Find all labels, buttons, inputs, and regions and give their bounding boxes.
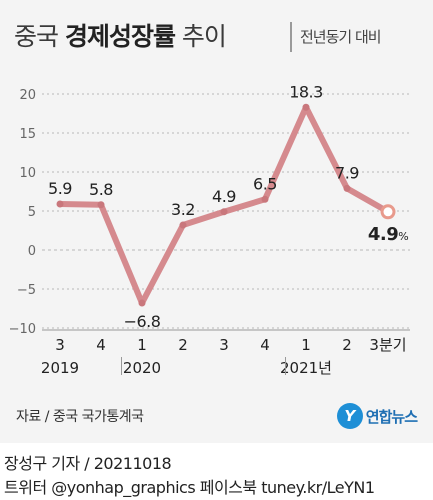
y-tick-label: −5 [17, 283, 36, 298]
value-label: 5.9 [48, 179, 72, 198]
y-tick-label: 15 [19, 127, 36, 142]
x-tick-label: 3 [219, 336, 229, 354]
value-label: −6.8 [124, 312, 161, 331]
data-point [56, 200, 64, 208]
y-tick-label: 20 [19, 88, 36, 103]
data-point [261, 195, 269, 203]
x-tick-label: 1 [137, 336, 147, 354]
yonhap-logo: Y 연합뉴스 [336, 402, 418, 430]
title-emphasis: 경제성장률 [64, 22, 176, 51]
data-point [138, 299, 146, 307]
chart-card: 중국 경제성장률 추이 전년동기 대비 20 15 10 5 0 −5 −10 3 4 1 2 3 4 1… [0, 0, 433, 443]
x-tick-label: 4 [260, 336, 270, 354]
title-divider [290, 22, 292, 52]
value-label: 3.2 [171, 200, 195, 219]
y-tick-label: −10 [9, 322, 36, 337]
yonhap-logo-icon: Y [336, 403, 363, 429]
value-unit: % [398, 230, 408, 243]
axis-layer: 20 15 10 5 0 −5 −10 3 4 1 2 3 4 1 2 3분기 2019 2020 2021년 [9, 88, 410, 377]
y-tick-label: 10 [19, 166, 36, 181]
x-tick-label: 3분기 [369, 336, 406, 354]
x-tick-label: 2 [342, 336, 352, 354]
y-tick-label: 5 [28, 205, 36, 220]
title-suffix: 추이 [174, 22, 227, 51]
yonhap-logo-text: 연합뉴스 [365, 407, 418, 426]
chart-title: 중국 경제성장률 추이 [14, 22, 284, 52]
data-point [179, 221, 187, 229]
year-label: 2019 [41, 359, 79, 377]
point-layer [56, 103, 396, 307]
x-tick-label: 1 [301, 336, 311, 354]
value-label: 4.9 [212, 187, 236, 206]
data-point [220, 208, 228, 216]
title-prefix: 중국 [14, 22, 65, 51]
line-chart: 20 15 10 5 0 −5 −10 3 4 1 2 3 4 1 2 3분기 2019 2020 2021년 5.… [9, 82, 410, 377]
highlight-point [380, 204, 396, 220]
x-tick-label: 3 [55, 336, 65, 354]
data-point [302, 103, 310, 111]
y-tick-label: 0 [28, 244, 36, 259]
value-label: 7.9 [335, 163, 359, 182]
x-tick-label: 4 [96, 336, 106, 354]
value-label: 6.5 [253, 174, 277, 193]
credit-reporter: 장성구 기자 / 20211018 [4, 454, 172, 473]
x-tick-label: 2 [178, 336, 188, 354]
source-note: 자료 / 중국 국가통계국 [16, 409, 144, 425]
year-label: 2020 [123, 359, 161, 377]
year-label: 2021년 [280, 359, 332, 377]
value-label-layer: 5.9 5.8 −6.8 3.2 4.9 6.5 18.3 7.9 4.9% [48, 82, 409, 331]
value-label: 5.8 [89, 180, 113, 199]
credit-social: 트위터 @yonhap_graphics 페이스북 tuney.kr/LeYN1 [4, 478, 375, 497]
data-point [343, 184, 351, 192]
value-label: 18.3 [289, 82, 323, 101]
value-label: 4.9% [368, 224, 408, 245]
data-point [97, 201, 105, 209]
chart-subtitle: 전년동기 대비 [300, 28, 382, 46]
